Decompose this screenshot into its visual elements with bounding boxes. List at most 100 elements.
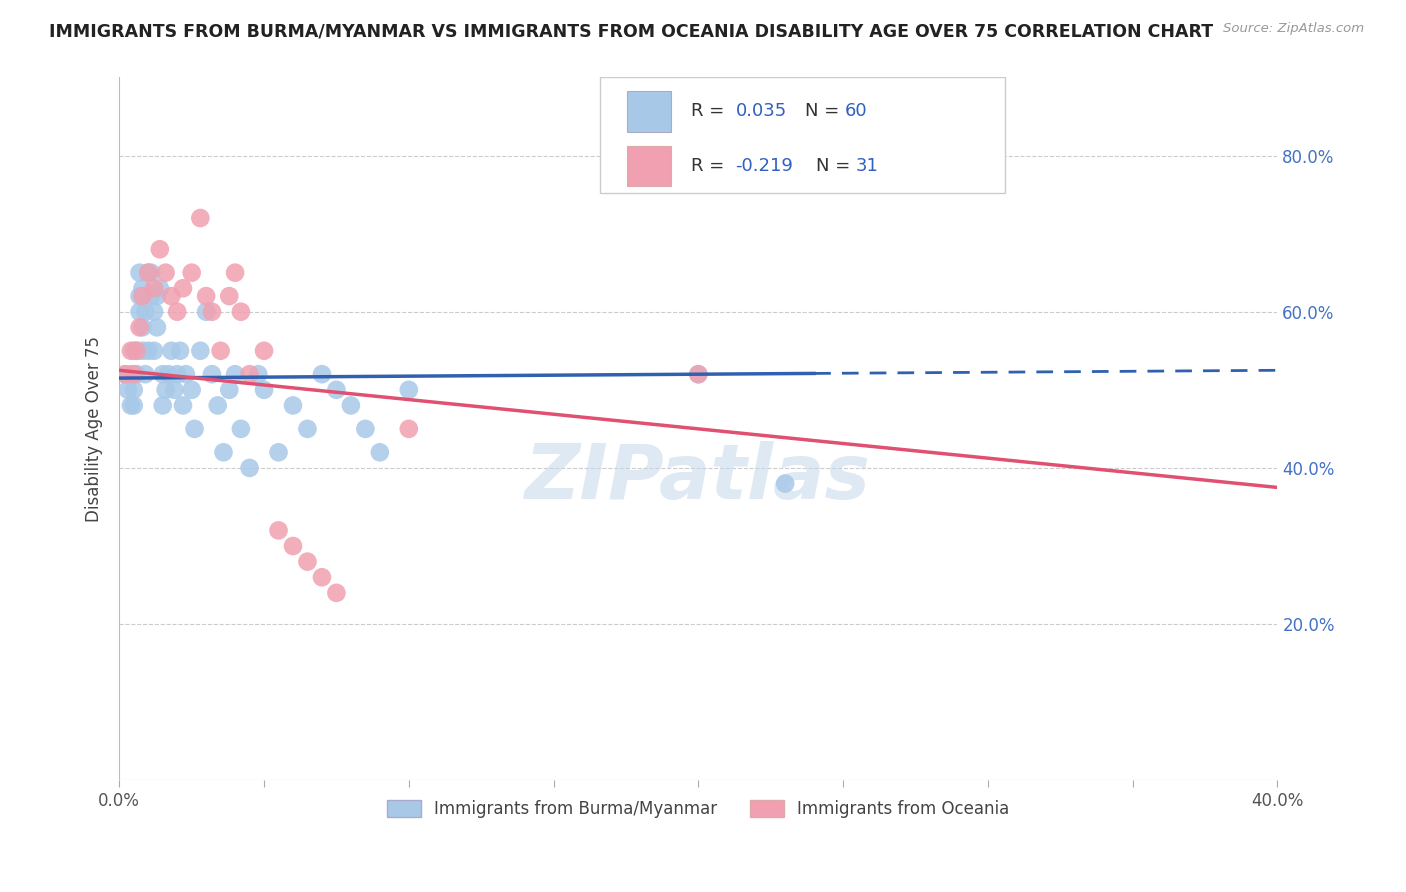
Point <box>267 524 290 538</box>
Point <box>180 266 202 280</box>
Point <box>238 368 260 382</box>
Point <box>224 368 246 382</box>
Point <box>188 211 211 225</box>
Bar <box>627 145 671 186</box>
Point <box>160 343 183 358</box>
Point <box>224 266 246 280</box>
Point <box>155 266 177 280</box>
Point <box>325 586 347 600</box>
Point <box>146 320 169 334</box>
Point <box>160 289 183 303</box>
Point <box>297 555 319 569</box>
Point <box>195 289 218 303</box>
Point <box>122 399 145 413</box>
Point <box>773 476 796 491</box>
Point <box>832 164 855 178</box>
Point <box>125 343 148 358</box>
Point <box>201 304 224 318</box>
Point <box>340 399 363 413</box>
Point <box>131 289 153 303</box>
Point <box>218 383 240 397</box>
Point <box>229 304 252 318</box>
Point <box>218 289 240 303</box>
Point <box>368 445 391 459</box>
Point <box>149 281 172 295</box>
Point <box>128 304 150 318</box>
Point <box>117 383 139 397</box>
Point <box>174 368 197 382</box>
Point <box>114 368 136 382</box>
Point <box>180 383 202 397</box>
Point <box>134 368 156 382</box>
Point <box>134 304 156 318</box>
Point <box>120 399 142 413</box>
Point <box>139 289 162 303</box>
Point <box>183 422 205 436</box>
Point <box>152 368 174 382</box>
Point <box>209 343 232 358</box>
Point <box>122 383 145 397</box>
Point <box>128 320 150 334</box>
Point <box>281 399 304 413</box>
Point <box>311 368 333 382</box>
Text: 31: 31 <box>856 157 879 175</box>
Point <box>114 368 136 382</box>
Point <box>122 368 145 382</box>
Point <box>120 343 142 358</box>
Point <box>398 383 420 397</box>
Point <box>398 422 420 436</box>
Point <box>212 445 235 459</box>
Text: IMMIGRANTS FROM BURMA/MYANMAR VS IMMIGRANTS FROM OCEANIA DISABILITY AGE OVER 75 : IMMIGRANTS FROM BURMA/MYANMAR VS IMMIGRA… <box>49 22 1213 40</box>
Point <box>297 422 319 436</box>
Point <box>143 304 166 318</box>
Point <box>195 304 218 318</box>
Point <box>131 281 153 295</box>
Point <box>201 368 224 382</box>
Bar <box>627 91 671 132</box>
Text: 0.035: 0.035 <box>735 103 786 120</box>
Text: Source: ZipAtlas.com: Source: ZipAtlas.com <box>1223 22 1364 36</box>
FancyBboxPatch shape <box>600 78 1005 194</box>
Y-axis label: Disability Age Over 75: Disability Age Over 75 <box>86 336 103 522</box>
Point <box>172 281 194 295</box>
Point <box>128 266 150 280</box>
Point <box>143 343 166 358</box>
Point <box>128 289 150 303</box>
Text: 60: 60 <box>844 103 868 120</box>
Text: R =: R = <box>692 157 730 175</box>
Point <box>229 422 252 436</box>
Point <box>139 266 162 280</box>
Point <box>120 368 142 382</box>
Point <box>163 383 186 397</box>
Point <box>157 368 180 382</box>
Text: -0.219: -0.219 <box>735 157 793 175</box>
Point <box>166 368 188 382</box>
Point <box>188 343 211 358</box>
Text: N =: N = <box>817 157 856 175</box>
Point <box>311 570 333 584</box>
Point <box>354 422 377 436</box>
Point <box>146 289 169 303</box>
Point <box>172 399 194 413</box>
Point <box>155 383 177 397</box>
Point <box>166 304 188 318</box>
Point <box>253 383 276 397</box>
Point <box>125 343 148 358</box>
Point <box>136 343 159 358</box>
Point <box>131 320 153 334</box>
Point <box>136 266 159 280</box>
Point <box>149 242 172 256</box>
Point <box>131 343 153 358</box>
Point <box>169 343 191 358</box>
Point <box>325 383 347 397</box>
Point <box>143 281 166 295</box>
Point <box>238 461 260 475</box>
Point <box>253 343 276 358</box>
Point <box>125 368 148 382</box>
Text: R =: R = <box>692 103 730 120</box>
Point <box>136 266 159 280</box>
Text: N =: N = <box>804 103 845 120</box>
Point <box>688 368 710 382</box>
Point <box>207 399 229 413</box>
Legend: Immigrants from Burma/Myanmar, Immigrants from Oceania: Immigrants from Burma/Myanmar, Immigrant… <box>381 793 1017 825</box>
